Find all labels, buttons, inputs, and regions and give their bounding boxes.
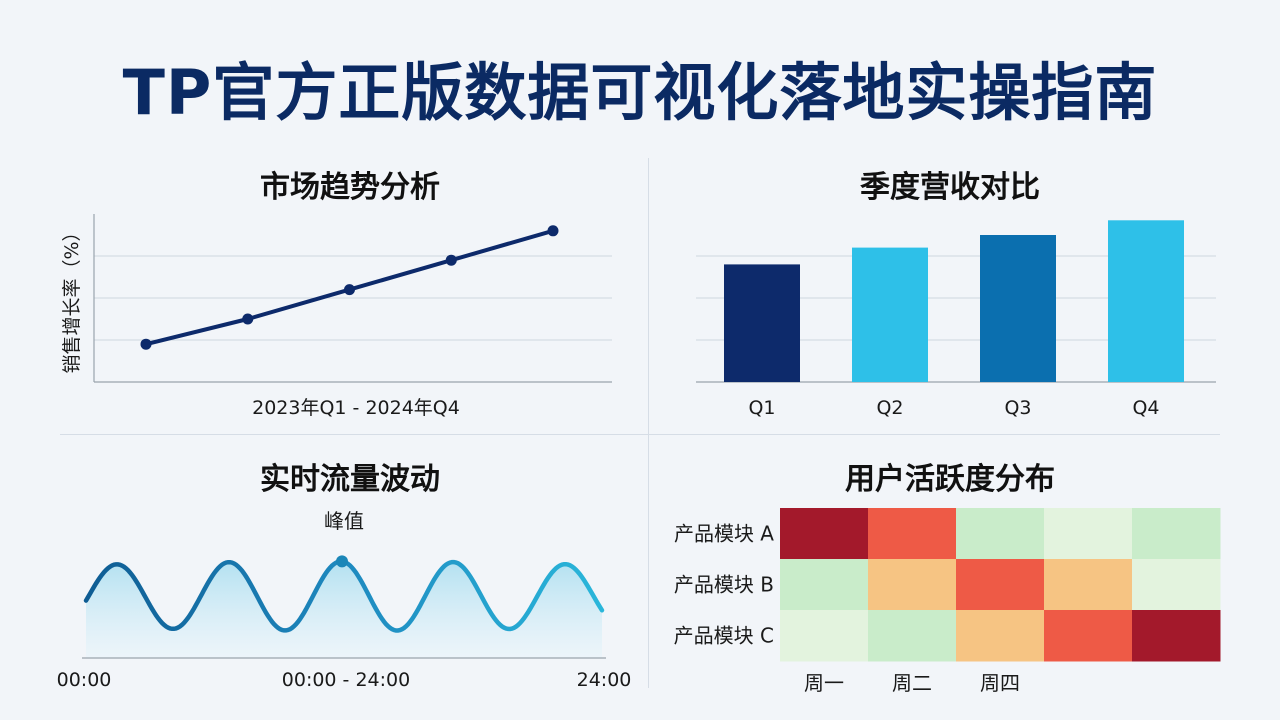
x-end-label: 24:00: [577, 669, 632, 691]
heatmap-cell: [1044, 508, 1133, 560]
data-point: [140, 338, 152, 350]
heatmap-cell: [1132, 508, 1221, 560]
column-label: 周四: [980, 671, 1020, 695]
x-start-label: 00:00: [57, 669, 112, 691]
column-label: 周一: [804, 671, 844, 695]
row-label: 产品模块 A: [674, 522, 774, 546]
heatmap-cell: [868, 559, 957, 611]
heatmap-cell: [1044, 610, 1133, 662]
bar: [980, 235, 1056, 382]
heatmap-cell: [1044, 559, 1133, 611]
tick-label: Q1: [748, 397, 775, 419]
tick-label: Q3: [1004, 397, 1031, 419]
horizontal-divider: [60, 434, 1220, 435]
heatmap-cell: [1132, 559, 1221, 611]
bar: [724, 264, 800, 382]
tick-label: Q4: [1132, 397, 1159, 419]
column-label: 周二: [892, 671, 932, 695]
data-point: [344, 284, 355, 296]
row-label: 产品模块 B: [674, 573, 774, 597]
heatmap-cell: [956, 508, 1045, 560]
heatmap-cell: [868, 610, 957, 662]
line-chart-title: 市场趋势分析: [260, 170, 440, 205]
tick-label: Q2: [876, 397, 903, 419]
heatmap-cell: [868, 508, 957, 560]
heatmap-cell: [1132, 610, 1221, 662]
x-axis-label: 2023年Q1 - 2024年Q4: [252, 397, 460, 419]
y-axis-label: 销售增长率（%）: [61, 222, 83, 373]
peak-point: [336, 555, 348, 568]
row-label: 产品模块 C: [674, 624, 774, 648]
page-title: TP官方正版数据可视化落地实操指南: [122, 56, 1158, 129]
bar-chart-title: 季度营收对比: [860, 170, 1040, 205]
data-point: [445, 254, 457, 266]
data-point: [242, 313, 254, 325]
bar: [852, 247, 928, 382]
x-range-label: 00:00 - 24:00: [282, 669, 410, 691]
vertical-divider: [648, 158, 649, 688]
bar: [1108, 220, 1184, 382]
heatmap-cell: [780, 559, 869, 611]
heatmap-cell: [956, 610, 1045, 662]
heatmap-cell: [780, 508, 869, 560]
traffic-chart-title: 实时流量波动: [260, 462, 440, 497]
data-point: [547, 225, 559, 237]
peak-annotation: 峰值: [324, 509, 364, 533]
heatmap-cell: [780, 610, 869, 662]
heatmap-title: 用户活跃度分布: [845, 462, 1055, 497]
heatmap-cell: [956, 559, 1045, 611]
